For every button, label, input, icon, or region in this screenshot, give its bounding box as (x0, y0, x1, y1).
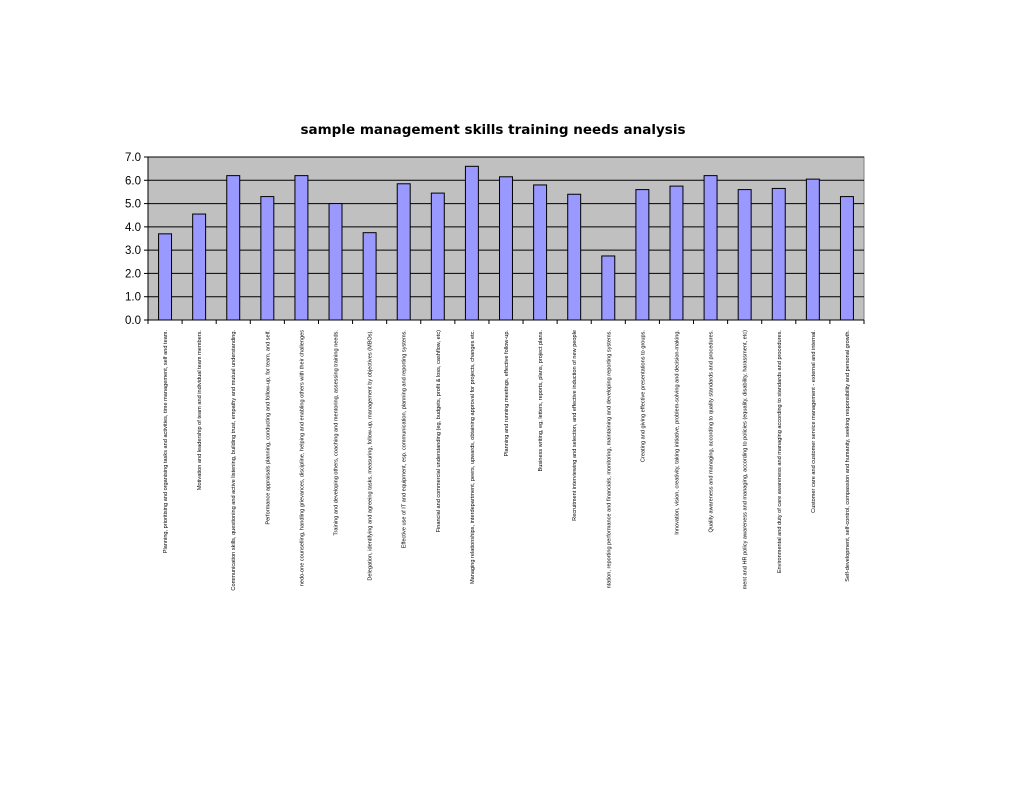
x-tick-label: Innovation, vision, creativity, taking i… (674, 330, 680, 535)
bar (601, 255, 616, 321)
bar (567, 193, 582, 321)
x-tick-label: Performance appraisals planning, conduct… (265, 330, 271, 525)
bar (533, 184, 548, 321)
x-tick-label: Quality awareness and managing, accordin… (709, 330, 715, 533)
x-tick-label: Communication skills, questioning and ac… (231, 330, 237, 591)
x-tick-label: Environmental and duty of care awareness… (777, 330, 783, 574)
y-tick-label: 6.0 (125, 175, 141, 187)
bars (158, 165, 854, 321)
x-tick-label: Self-development, self-control, compassi… (845, 330, 851, 582)
bar (192, 213, 207, 321)
bar (737, 189, 752, 321)
bar (328, 203, 343, 321)
x-tick-label: ment and HR policy awareness and managin… (743, 330, 749, 590)
bar (703, 175, 718, 321)
y-tick-label: 2.0 (125, 268, 141, 280)
bar (635, 189, 650, 321)
bar (669, 185, 684, 321)
x-tick-label: Financial and commercial understanding (… (436, 330, 442, 533)
y-tick-label: 5.0 (125, 199, 141, 211)
x-tick-labels: Planning, prioritising and organising ta… (163, 330, 851, 591)
bar (771, 187, 786, 321)
chart-title: sample management skills training needs … (300, 122, 685, 138)
bar (362, 232, 377, 321)
axes (144, 156, 865, 324)
x-tick-label: Customer care and customer service manag… (811, 330, 817, 513)
bar (839, 196, 854, 321)
x-tick-label: Planning, prioritising and organising ta… (163, 330, 169, 554)
bar (226, 175, 241, 321)
bar (430, 192, 445, 321)
bar (805, 178, 820, 321)
bar (260, 196, 275, 321)
x-tick-label: Managing relationships, interdepartment,… (470, 330, 476, 584)
y-tick-labels: 0.0 1.0 2.0 3.0 4.0 5.0 6.0 7.0 (125, 152, 141, 327)
x-tick-label: Planning and running meetings, effective… (504, 330, 510, 457)
x-tick-label: Delegation, identifying and agreeing tas… (368, 330, 374, 581)
x-tick-label: Motivation and leadership of team and in… (197, 330, 203, 491)
bar (396, 183, 411, 321)
bar (294, 175, 309, 321)
y-tick-label: 0.0 (125, 315, 141, 327)
x-tick-label: Recruitment interviewing and selection, … (572, 330, 578, 521)
y-tick-label: 1.0 (125, 292, 141, 304)
bar (499, 176, 513, 321)
x-tick-label: Effective use of IT and equipment, esp. … (402, 330, 408, 549)
x-tick-label: nedo-one counselling, handling grievance… (299, 330, 305, 586)
y-tick-label: 4.0 (125, 222, 141, 234)
x-tick-label: Business writing, eg, letters, reports, … (538, 330, 544, 472)
x-tick-label: ntation, reporting performance and finan… (606, 330, 612, 589)
y-tick-label: 7.0 (125, 152, 141, 164)
y-tick-label: 3.0 (125, 245, 141, 257)
x-tick-label: Training and developing others, coaching… (334, 330, 340, 536)
bar (464, 165, 479, 321)
bar (158, 233, 173, 321)
x-tick-label: Creating and giving effective presentati… (640, 330, 646, 462)
